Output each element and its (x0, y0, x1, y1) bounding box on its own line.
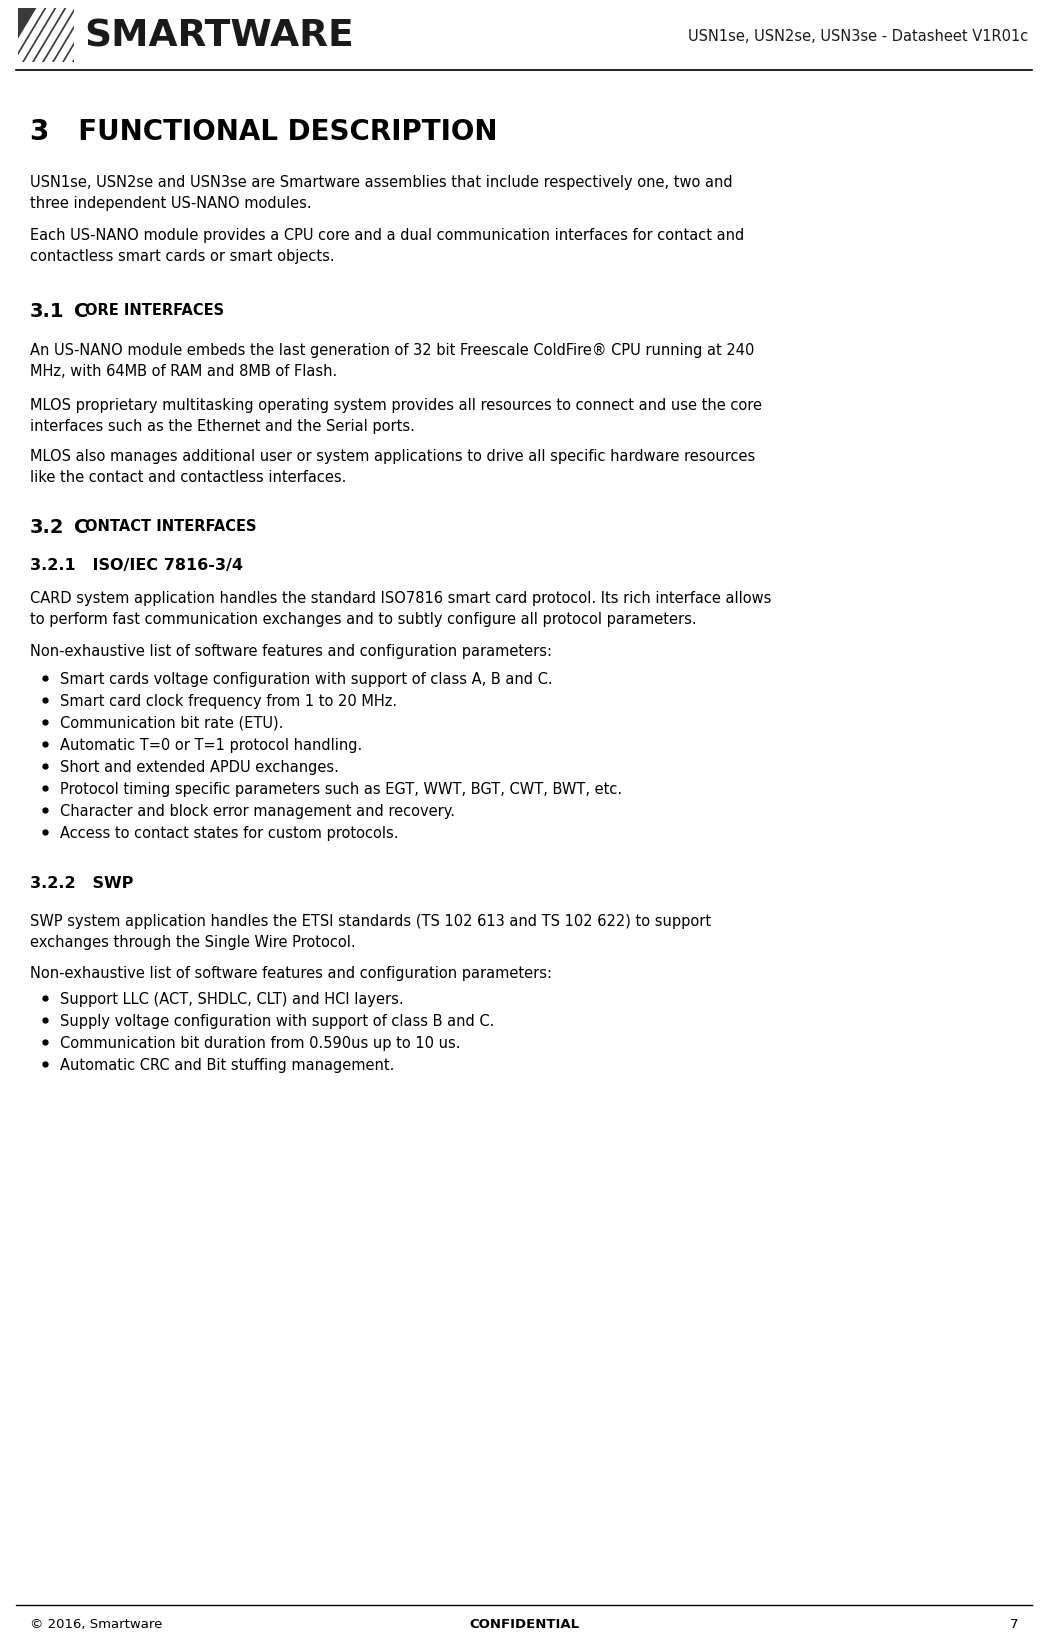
Text: 3.2: 3.2 (30, 518, 65, 538)
Polygon shape (74, 8, 114, 62)
Text: Non-exhaustive list of software features and configuration parameters:: Non-exhaustive list of software features… (30, 644, 552, 659)
Text: Each US-NANO module provides a CPU core and a dual communication interfaces for : Each US-NANO module provides a CPU core … (30, 229, 744, 265)
Text: 3.1: 3.1 (30, 302, 65, 321)
Text: Support LLC (ACT, SHDLC, CLT) and HCI layers.: Support LLC (ACT, SHDLC, CLT) and HCI la… (60, 991, 403, 1008)
Text: Communication bit duration from 0.590us up to 10 us.: Communication bit duration from 0.590us … (60, 1036, 460, 1051)
Text: Smart cards voltage configuration with support of class A, B and C.: Smart cards voltage configuration with s… (60, 672, 552, 687)
Text: An US-NANO module embeds the last generation of 32 bit Freescale ColdFire® CPU r: An US-NANO module embeds the last genera… (30, 344, 755, 380)
Polygon shape (54, 8, 94, 62)
Text: Automatic CRC and Bit stuffing management.: Automatic CRC and Bit stuffing managemen… (60, 1059, 394, 1074)
Text: Non-exhaustive list of software features and configuration parameters:: Non-exhaustive list of software features… (30, 967, 552, 981)
Text: 7: 7 (1009, 1618, 1018, 1631)
Text: Short and extended APDU exchanges.: Short and extended APDU exchanges. (60, 760, 339, 774)
Text: MLOS also manages additional user or system applications to drive all specific h: MLOS also manages additional user or sys… (30, 449, 756, 485)
Text: Protocol timing specific parameters such as EGT, WWT, BGT, CWT, BWT, etc.: Protocol timing specific parameters such… (60, 783, 623, 797)
PathPatch shape (18, 8, 74, 62)
Text: Automatic T=0 or T=1 protocol handling.: Automatic T=0 or T=1 protocol handling. (60, 738, 363, 753)
Text: 3.2.2   SWP: 3.2.2 SWP (30, 876, 133, 891)
Text: © 2016, Smartware: © 2016, Smartware (30, 1618, 162, 1631)
Text: C: C (74, 518, 88, 538)
Text: Character and block error management and recovery.: Character and block error management and… (60, 804, 455, 819)
Polygon shape (4, 8, 44, 62)
Text: SWP system application handles the ETSI standards (TS 102 613 and TS 102 622) to: SWP system application handles the ETSI … (30, 914, 712, 950)
Text: C: C (74, 302, 88, 321)
Polygon shape (44, 8, 85, 62)
Text: Supply voltage configuration with support of class B and C.: Supply voltage configuration with suppor… (60, 1014, 495, 1029)
Polygon shape (84, 8, 125, 62)
Polygon shape (94, 8, 134, 62)
Text: Communication bit rate (ETU).: Communication bit rate (ETU). (60, 717, 283, 732)
Polygon shape (64, 8, 105, 62)
Text: Access to contact states for custom protocols.: Access to contact states for custom prot… (60, 825, 398, 842)
Text: 3.2.1   ISO/IEC 7816-3/4: 3.2.1 ISO/IEC 7816-3/4 (30, 557, 243, 574)
Polygon shape (14, 8, 54, 62)
Text: USN1se, USN2se, USN3se - Datasheet V1R01c: USN1se, USN2se, USN3se - Datasheet V1R01… (687, 28, 1028, 44)
Text: USN1se, USN2se and USN3se are Smartware assemblies that include respectively one: USN1se, USN2se and USN3se are Smartware … (30, 174, 733, 210)
Text: SMARTWARE: SMARTWARE (84, 18, 353, 54)
Polygon shape (34, 8, 74, 62)
Polygon shape (24, 8, 64, 62)
Bar (18, 8, 74, 62)
Text: CONFIDENTIAL: CONFIDENTIAL (468, 1618, 580, 1631)
Text: ORE INTERFACES: ORE INTERFACES (85, 302, 224, 317)
Text: ONTACT INTERFACES: ONTACT INTERFACES (85, 520, 257, 534)
Text: 3   FUNCTIONAL DESCRIPTION: 3 FUNCTIONAL DESCRIPTION (30, 118, 498, 146)
Text: CARD system application handles the standard ISO7816 smart card protocol. Its ri: CARD system application handles the stan… (30, 590, 771, 626)
Text: MLOS proprietary multitasking operating system provides all resources to connect: MLOS proprietary multitasking operating … (30, 398, 762, 434)
Text: Smart card clock frequency from 1 to 20 MHz.: Smart card clock frequency from 1 to 20 … (60, 694, 397, 709)
